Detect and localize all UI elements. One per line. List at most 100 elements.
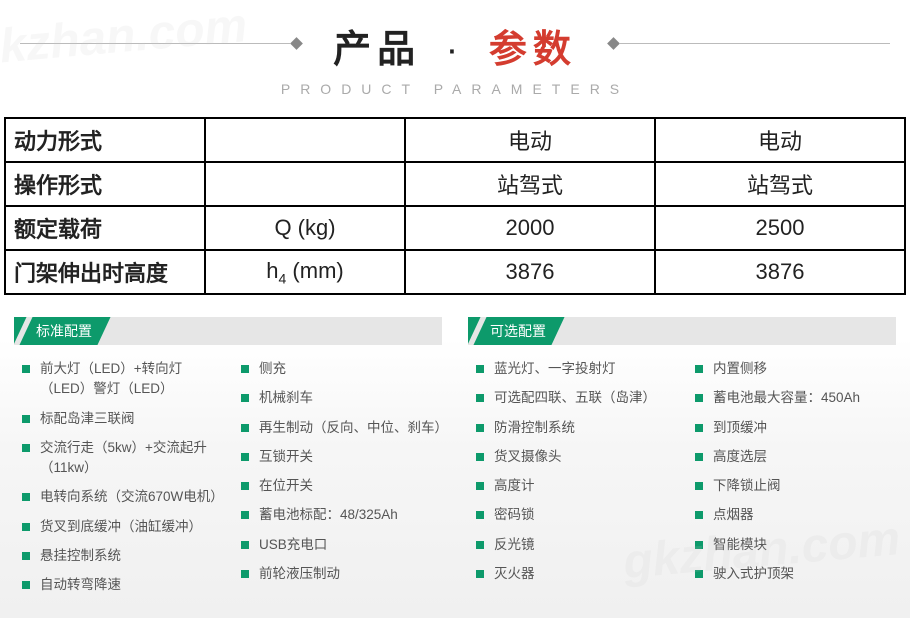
header-badge: 标准配置 bbox=[14, 317, 112, 345]
row-unit bbox=[205, 162, 405, 206]
table-row: 动力形式 电动 电动 bbox=[5, 118, 905, 162]
list-item: 蓝光灯、一字投射灯 bbox=[476, 359, 677, 379]
title-divider-left bbox=[20, 43, 290, 44]
standard-config: 标准配置 前大灯（LED）+转向灯（LED）警灯（LED） 标配岛津三联阀交流行走… bbox=[14, 317, 442, 604]
table-row: 额定载荷 Q (kg) 2000 2500 bbox=[5, 206, 905, 250]
bullet-icon bbox=[476, 394, 484, 402]
title-separator: · bbox=[446, 29, 465, 71]
list-item: USB充电口 bbox=[241, 535, 442, 555]
row-value: 站驾式 bbox=[655, 162, 905, 206]
bullet-icon bbox=[241, 394, 249, 402]
title-dot-left bbox=[290, 37, 303, 50]
main-title: 产品 · 参数 bbox=[333, 18, 577, 73]
list-item: 再生制动（反向、中位、刹车） bbox=[241, 418, 442, 438]
item-text: 侧充 bbox=[259, 359, 286, 379]
bullet-icon bbox=[22, 523, 30, 531]
list-item: 灭火器 bbox=[476, 564, 677, 584]
row-value: 电动 bbox=[655, 118, 905, 162]
item-text: 蓄电池最大容量：450Ah bbox=[713, 388, 860, 408]
list-item: 交流行走（5kw）+交流起升（11kw） bbox=[22, 438, 223, 479]
list-item: 内置侧移 bbox=[695, 359, 896, 379]
item-text: 交流行走（5kw）+交流起升（11kw） bbox=[40, 438, 223, 479]
bullet-icon bbox=[476, 365, 484, 373]
row-value: 2000 bbox=[405, 206, 655, 250]
item-text: 前大灯（LED）+转向灯（LED）警灯（LED） bbox=[40, 359, 223, 400]
item-text: 内置侧移 bbox=[713, 359, 767, 379]
optional-col1: 蓝光灯、一字投射灯可选配四联、五联（岛津）防滑控制系统货叉摄像头高度计密码锁反光… bbox=[476, 359, 677, 593]
bullet-icon bbox=[22, 581, 30, 589]
bullet-icon bbox=[476, 511, 484, 519]
bullet-icon bbox=[241, 570, 249, 578]
row-unit: Q (kg) bbox=[205, 206, 405, 250]
list-item: 自动转弯降速 bbox=[22, 575, 223, 595]
item-text: USB充电口 bbox=[259, 535, 327, 555]
item-text: 反光镜 bbox=[494, 535, 535, 555]
bullet-icon bbox=[695, 482, 703, 490]
bullet-icon bbox=[476, 570, 484, 578]
row-value: 电动 bbox=[405, 118, 655, 162]
bullet-icon bbox=[476, 453, 484, 461]
row-unit bbox=[205, 118, 405, 162]
bullet-icon bbox=[476, 424, 484, 432]
item-text: 自动转弯降速 bbox=[40, 575, 121, 595]
bullet-icon bbox=[22, 415, 30, 423]
header-label: 可选配置 bbox=[490, 323, 546, 339]
bullet-icon bbox=[695, 394, 703, 402]
optional-col2: 内置侧移蓄电池最大容量：450Ah到顶缓冲高度选层下降锁止阀点烟器智能模块驶入式… bbox=[695, 359, 896, 593]
item-text: 机械刹车 bbox=[259, 388, 313, 408]
item-text: 高度选层 bbox=[713, 447, 767, 467]
item-text: 密码锁 bbox=[494, 505, 535, 525]
bullet-icon bbox=[476, 482, 484, 490]
optional-config: 可选配置 蓝光灯、一字投射灯可选配四联、五联（岛津）防滑控制系统货叉摄像头高度计… bbox=[468, 317, 896, 604]
bullet-icon bbox=[695, 453, 703, 461]
bullet-icon bbox=[241, 511, 249, 519]
title-dot-right bbox=[607, 37, 620, 50]
item-text: 下降锁止阀 bbox=[713, 476, 781, 496]
bullet-icon bbox=[22, 444, 30, 452]
item-text: 在位开关 bbox=[259, 476, 313, 496]
bullet-icon bbox=[22, 552, 30, 560]
row-value: 2500 bbox=[655, 206, 905, 250]
list-item: 互锁开关 bbox=[241, 447, 442, 467]
row-value: 站驾式 bbox=[405, 162, 655, 206]
item-text: 悬挂控制系统 bbox=[40, 546, 121, 566]
standard-col2: 侧充机械刹车再生制动（反向、中位、刹车） 互锁开关在位开关蓄电池标配：48/325… bbox=[241, 359, 442, 604]
list-item: 机械刹车 bbox=[241, 388, 442, 408]
list-item: 悬挂控制系统 bbox=[22, 546, 223, 566]
item-text: 标配岛津三联阀 bbox=[40, 409, 135, 429]
header-badge: 可选配置 bbox=[468, 317, 566, 345]
list-item: 防滑控制系统 bbox=[476, 418, 677, 438]
item-text: 驶入式护顶架 bbox=[713, 564, 794, 584]
title-divider-right bbox=[620, 43, 890, 44]
title-part1: 产品 bbox=[333, 29, 421, 71]
bullet-icon bbox=[695, 424, 703, 432]
table-row: 门架伸出时高度 h4 (mm) 3876 3876 bbox=[5, 250, 905, 294]
item-text: 互锁开关 bbox=[259, 447, 313, 467]
list-item: 下降锁止阀 bbox=[695, 476, 896, 496]
list-item: 点烟器 bbox=[695, 505, 896, 525]
row-value: 3876 bbox=[405, 250, 655, 294]
item-text: 点烟器 bbox=[713, 505, 754, 525]
standard-col1: 前大灯（LED）+转向灯（LED）警灯（LED） 标配岛津三联阀交流行走（5kw）… bbox=[22, 359, 223, 604]
list-item: 货叉摄像头 bbox=[476, 447, 677, 467]
item-text: 货叉到底缓冲（油缸缓冲） bbox=[40, 517, 202, 537]
list-item: 驶入式护顶架 bbox=[695, 564, 896, 584]
list-item: 高度选层 bbox=[695, 447, 896, 467]
list-item: 电转向系统（交流670W电机） bbox=[22, 487, 223, 507]
subtitle: PRODUCT PARAMETERS bbox=[0, 81, 910, 97]
list-item: 在位开关 bbox=[241, 476, 442, 496]
list-item: 前大灯（LED）+转向灯（LED）警灯（LED） bbox=[22, 359, 223, 400]
list-item: 密码锁 bbox=[476, 505, 677, 525]
row-unit: h4 (mm) bbox=[205, 250, 405, 294]
optional-body: 蓝光灯、一字投射灯可选配四联、五联（岛津）防滑控制系统货叉摄像头高度计密码锁反光… bbox=[468, 345, 896, 593]
item-text: 智能模块 bbox=[713, 535, 767, 555]
row-label: 操作形式 bbox=[5, 162, 205, 206]
list-item: 蓄电池标配：48/325Ah bbox=[241, 505, 442, 525]
item-text: 再生制动（反向、中位、刹车） bbox=[259, 418, 442, 438]
header-label: 标准配置 bbox=[36, 323, 92, 339]
row-label: 额定载荷 bbox=[5, 206, 205, 250]
item-text: 货叉摄像头 bbox=[494, 447, 562, 467]
list-item: 蓄电池最大容量：450Ah bbox=[695, 388, 896, 408]
list-item: 智能模块 bbox=[695, 535, 896, 555]
optional-header: 可选配置 bbox=[468, 317, 896, 345]
